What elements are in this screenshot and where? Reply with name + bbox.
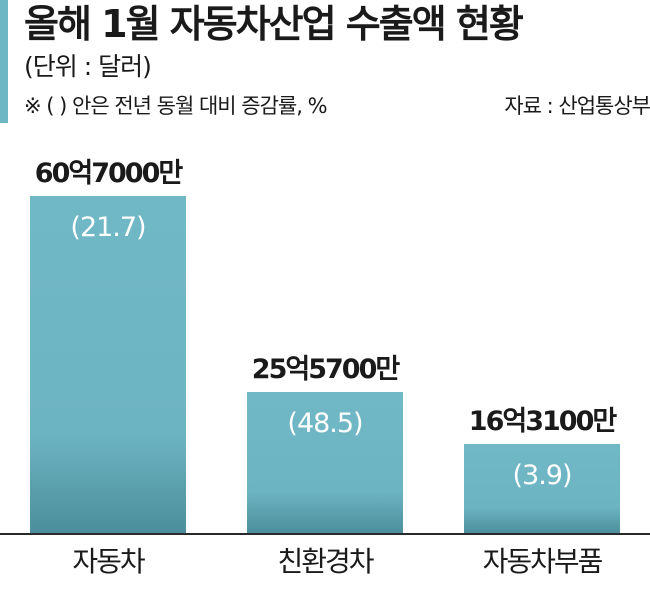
bar-1: (48.5) xyxy=(247,392,403,534)
chart-title: 올해 1월 자동차산업 수출액 현황 xyxy=(24,2,524,46)
category-label-0: 자동차 xyxy=(72,545,145,578)
bar-value-label-0: 60억7000만 xyxy=(34,158,183,189)
category-label-2: 자동차부품 xyxy=(482,545,604,578)
bar-pct-label-2: (3.9) xyxy=(512,460,572,491)
bar-value-label-1: 25억5700만 xyxy=(251,354,400,385)
bar-pct-label-0: (21.7) xyxy=(70,212,146,243)
bar-value-label-2: 16억3100만 xyxy=(468,406,617,437)
title-accent-bar xyxy=(0,0,8,123)
unit-label: (단위 : 달러) xyxy=(24,52,152,81)
x-axis-line xyxy=(0,533,650,535)
footnote: ※ ( ) 안은 전년 동월 대비 증감률, % xyxy=(24,94,328,118)
source-label: 자료 : 산업통상부 xyxy=(504,94,650,118)
bar-0: (21.7) xyxy=(30,196,186,534)
bar-2: (3.9) xyxy=(464,444,620,534)
category-label-1: 친환경차 xyxy=(277,545,374,578)
bar-pct-label-1: (48.5) xyxy=(287,408,363,439)
